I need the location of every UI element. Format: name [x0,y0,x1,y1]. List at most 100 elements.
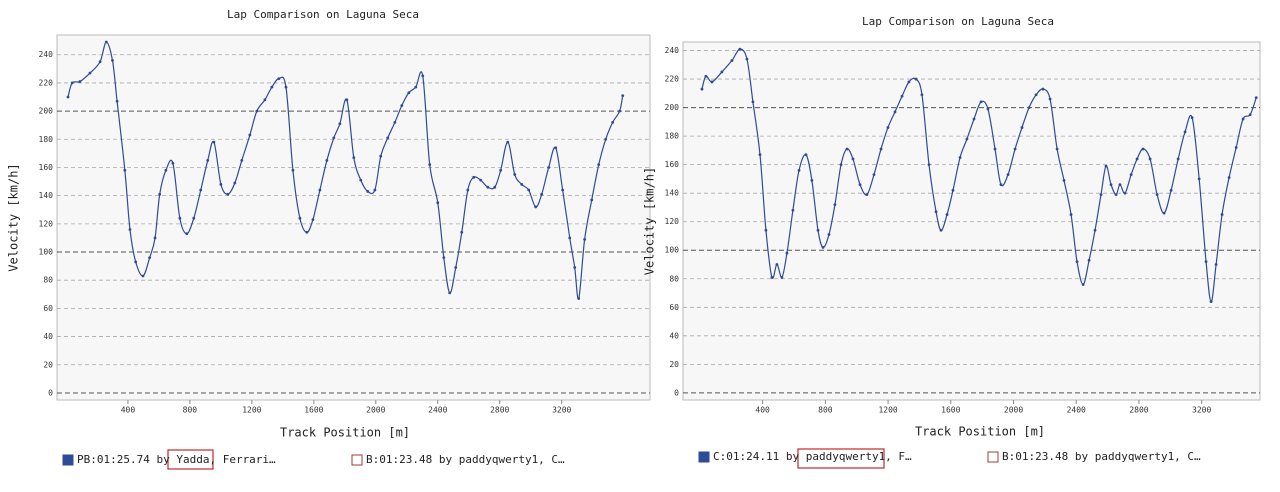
x-axis-label: Track Position [m] [915,425,1045,439]
x-axis-label: Track Position [m] [280,426,410,440]
data-point [153,236,157,240]
data-point [263,98,267,102]
y-tick-label: 40 [669,331,679,340]
data-point [366,190,370,193]
data-point [993,147,997,151]
data-point [284,85,288,89]
data-point [192,216,196,220]
data-point [965,137,969,141]
data-point [1162,211,1166,215]
y-tick-label: 120 [39,219,54,228]
data-point [1183,130,1187,134]
x-tick-label: 3200 [552,406,571,415]
data-point [298,216,302,220]
x-tick-label: 2400 [428,406,447,415]
data-point [879,147,883,151]
data-point [821,245,825,249]
data-point [999,183,1003,187]
data-point [345,98,349,102]
y-tick-label: 140 [39,191,54,200]
x-tick-label: 3200 [1192,406,1211,415]
data-point [604,137,608,141]
data-point [493,185,497,189]
data-point [1104,164,1108,168]
x-tick-label: 1200 [878,406,897,415]
data-point [318,188,322,192]
data-point [785,251,789,255]
y-tick-label: 60 [669,303,679,312]
data-point [1041,87,1045,91]
data-point [934,210,938,214]
data-point [720,70,724,74]
data-point [865,193,869,197]
data-point [270,85,274,89]
y-tick-label: 60 [43,304,53,313]
data-point [621,94,625,97]
data-point [1241,117,1245,121]
data-point [421,74,425,78]
data-point [554,146,558,150]
x-tick-label: 2000 [366,406,385,415]
data-point [185,232,189,236]
data-point [134,260,138,264]
data-point [70,81,74,85]
data-point [373,188,377,192]
data-point [618,109,622,113]
data-point [466,188,470,192]
data-point [1190,116,1194,119]
data-point [332,136,336,140]
x-tick-label: 1600 [941,406,960,415]
y-tick-label: 120 [665,217,680,226]
chart: Lap Comparison on Laguna Seca Velocity [k… [643,15,1261,463]
data-point [710,80,714,84]
x-tick-label: 800 [183,406,198,415]
data-point [1075,260,1079,264]
plot-area [682,41,1261,401]
data-point [436,201,440,205]
data-point [775,263,779,266]
data-point [1109,183,1113,187]
data-point [1214,263,1218,266]
data-point [583,237,587,241]
data-point [338,122,342,126]
data-point [611,120,615,124]
data-point [1055,147,1059,151]
data-point [1081,283,1085,286]
data-point [927,163,931,167]
x-tick-label: 2400 [1067,406,1086,415]
data-point [386,136,390,140]
legend-label: B:01:23.48 by paddyqwerty1, C… [1002,450,1201,463]
data-point [226,192,230,196]
plot-area [56,34,651,401]
legend-swatch [62,454,74,466]
data-point [810,178,814,182]
data-point [141,274,145,278]
y-axis-label: Velocity [km/h] [7,163,21,271]
data-point [1254,96,1258,100]
data-point [128,228,132,231]
data-point [111,58,114,62]
data-point [1209,300,1213,303]
data-point [158,192,162,196]
data-point [199,188,203,192]
y-tick-label: 80 [43,276,53,285]
data-point [513,173,517,176]
data-point [325,159,329,162]
chart-title: Lap Comparison on Laguna Seca [227,8,419,21]
data-point [379,154,383,158]
data-point [1027,106,1031,110]
data-point [1234,146,1238,149]
legend-swatch [698,451,710,463]
data-point [833,203,837,206]
y-tick-label: 200 [665,103,680,112]
data-point [738,47,742,51]
data-point [486,185,490,189]
y-axis-label: Velocity [km/h] [643,167,657,275]
data-point [212,140,216,144]
data-point [730,59,734,62]
data-point [1013,147,1017,151]
data-point [219,182,223,186]
data-point [520,182,524,186]
data-point [816,228,820,232]
